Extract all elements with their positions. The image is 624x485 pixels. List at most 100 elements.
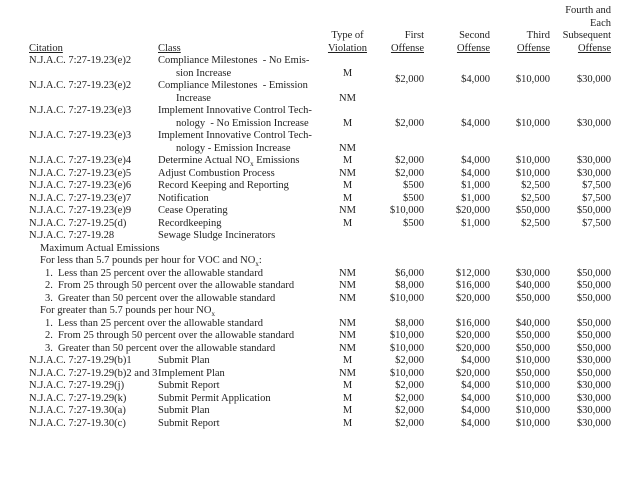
amount-cell: $1,000	[461, 180, 490, 191]
table-row: N.J.A.C. 7:27-19.25(d) Recordkeeping M $500…	[0, 218, 624, 231]
amount-cell: $500	[403, 180, 424, 191]
item-text: Less than 25 percent over the allowable …	[58, 267, 263, 279]
amount-cell: $2,000	[395, 117, 424, 129]
table-row: N.J.A.C. 7:27-19.23(e)2 Compliance Milest…	[0, 80, 624, 105]
margin-spacer	[611, 368, 624, 381]
class-line: Implement Innovative Control Tech-	[158, 130, 312, 141]
amount-cell: $10,000	[515, 155, 550, 166]
class-cell: Submit Report	[158, 418, 315, 431]
amount-cell	[550, 243, 611, 256]
class-line: nology - Emission Increase	[176, 142, 291, 154]
violation-type-cell: M	[342, 192, 353, 204]
amount-cell	[424, 255, 490, 268]
amount-cell: $50,000	[515, 367, 550, 379]
amount-cell: $30,000	[576, 392, 611, 404]
amount-cell: $8,000	[395, 280, 424, 291]
table-body: N.J.A.C. 7:27-19.23(e)2 Compliance Milest…	[0, 55, 624, 430]
violation-type-cell	[315, 230, 380, 243]
amount-cell	[550, 255, 611, 268]
amount-cell: $50,000	[515, 205, 550, 216]
amount-cell: $8,000	[395, 317, 424, 329]
margin-spacer	[611, 205, 624, 218]
class-cell: Recordkeeping	[158, 218, 315, 231]
item-number: 2.	[45, 330, 53, 341]
margin-spacer	[611, 280, 624, 293]
description-cell: 1. Less than 25 percent over the allowabl…	[0, 268, 315, 281]
amount-cell: $2,000	[395, 73, 424, 85]
amount-cell: $2,000	[395, 405, 424, 416]
subscript-x: x	[250, 160, 254, 169]
table-row: Maximum Actual Emissions	[0, 243, 624, 256]
citation-cell: N.J.A.C. 7:27-19.23(e)3	[29, 105, 132, 116]
table-row: For less than 5.7 pounds per hour for VO…	[0, 255, 624, 268]
amount-cell: $2,000	[395, 392, 424, 404]
amount-cell: $50,000	[576, 342, 611, 354]
margin-spacer	[611, 268, 624, 281]
amount-cell: $30,000	[576, 155, 611, 166]
margin-spacer	[611, 318, 624, 331]
amount-cell: $12,000	[455, 267, 490, 279]
amount-cell: $40,000	[515, 280, 550, 291]
citation-cell: N.J.A.C. 7:27-19.23(e)5	[29, 167, 132, 179]
header-row-1: Fourth and	[0, 5, 624, 18]
amount-cell: $10,000	[515, 167, 550, 179]
amount-cell: $2,500	[521, 180, 550, 191]
citation-cell: N.J.A.C. 7:27-19.29(b)1	[29, 355, 132, 366]
citation-header: Citation	[0, 43, 158, 56]
class-cell: Cease Operating	[158, 205, 315, 218]
class-line: Submit Report	[158, 417, 220, 429]
item-number: 1.	[45, 317, 53, 329]
violation-type-cell: NM	[339, 92, 356, 104]
table-row: N.J.A.C. 7:27-19.23(e)6 Record Keeping an…	[0, 180, 624, 193]
table-row: N.J.A.C. 7:27-19.23(e)4 Determine Actual …	[0, 155, 624, 168]
citation-cell: N.J.A.C. 7:27-19.30(a)	[29, 405, 126, 416]
margin-spacer	[611, 105, 624, 130]
amount-cell: $30,000	[576, 417, 611, 429]
amount-cell: $16,000	[455, 317, 490, 329]
amount-cell: $4,000	[461, 167, 490, 179]
margin-spacer	[611, 155, 624, 168]
table-row: N.J.A.C. 7:27-19.29(k) Submit Permit Appl…	[0, 393, 624, 406]
citation-cell: N.J.A.C. 7:27-19.23(e)6	[29, 180, 132, 191]
amount-cell: $4,000	[461, 392, 490, 404]
margin-spacer	[611, 405, 624, 418]
amount-cell: $50,000	[576, 267, 611, 279]
class-line: Submit Report	[158, 380, 220, 391]
class-line: Submit Plan	[158, 405, 210, 416]
item-number: 1.	[45, 267, 53, 279]
margin-spacer	[611, 180, 624, 193]
amount-cell: $30,000	[576, 117, 611, 129]
first-offense-header-line2: Offense	[390, 42, 424, 54]
violation-type-cell: M	[342, 180, 353, 191]
amount-cell: $1,000	[461, 192, 490, 204]
class-line: Implement Innovative Control Tech-	[158, 105, 312, 116]
violation-type-cell: NM	[339, 205, 356, 216]
margin-spacer	[611, 130, 624, 155]
amount-cell: $50,000	[515, 330, 550, 341]
type-of-violation-header-line2: Violation	[327, 42, 368, 54]
amount-cell: $10,000	[389, 342, 424, 354]
class-cell: Submit Plan	[158, 405, 315, 418]
violation-type-cell: M	[342, 392, 353, 404]
amount-cell: $4,000	[461, 380, 490, 391]
class-line: Adjust Combustion Process	[158, 167, 275, 179]
amount-cell: $2,000	[395, 155, 424, 166]
item-text: From 25 through 50 percent over the allo…	[58, 280, 295, 291]
header-row-4: Citation Class Violation Offense Offense…	[0, 43, 624, 56]
violation-type-cell	[315, 305, 380, 318]
amount-cell: $6,000	[395, 267, 424, 279]
header-spacer	[0, 30, 315, 43]
violation-type-cell	[315, 255, 380, 268]
violation-type-cell: NM	[339, 292, 356, 304]
class-line: sion Increase	[176, 67, 232, 79]
header-row-3: Type of First Second Third Subsequent	[0, 30, 624, 43]
amount-cell: $10,000	[389, 292, 424, 304]
amount-cell: $2,500	[521, 192, 550, 204]
amount-cell: $20,000	[455, 205, 490, 216]
item-number: 3.	[45, 342, 53, 354]
amount-cell: $10,000	[515, 117, 550, 129]
citation-cell: N.J.A.C. 7:27-19.29(k)	[29, 392, 127, 404]
amount-cell	[380, 243, 424, 256]
amount-cell	[424, 243, 490, 256]
item-text: Greater than 50 percent over the allowab…	[58, 292, 276, 304]
